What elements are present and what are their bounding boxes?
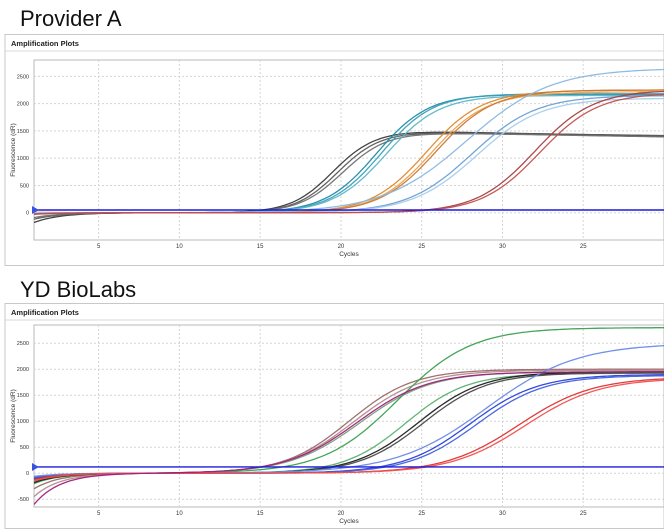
y-tick-label: 0 <box>26 471 29 477</box>
x-tick-label: 10 <box>176 244 183 250</box>
x-tick-label: 20 <box>338 511 345 517</box>
x-tick-label: 5 <box>97 244 101 250</box>
x-tick-label: 30 <box>499 511 506 517</box>
series-group <box>34 327 664 505</box>
x-tick-label: 20 <box>338 244 345 250</box>
y-tick-label: 500 <box>20 445 29 451</box>
plot-area <box>33 324 664 508</box>
x-tick-label: 25 <box>418 511 425 517</box>
y-axis-label: Fluorescence (dR) <box>10 389 17 442</box>
provider-b-label: YD BioLabs <box>20 277 137 302</box>
amplification-chart-provider-b: Amplification Plots 5 10 15 20 25 30 25 -500 0 500… <box>4 303 664 529</box>
amplification-curve-14 <box>34 93 664 215</box>
x-tick-label: 25 <box>418 244 425 250</box>
y-tick-label: 500 <box>20 183 29 189</box>
threshold-marker <box>32 206 39 214</box>
amplification-chart-provider-a: Amplification Plots 5 10 15 20 25 30 25 0 500 1000… <box>4 34 664 266</box>
y-tick-label: 2500 <box>17 74 29 80</box>
y-tick-label: 1500 <box>17 129 29 135</box>
y-tick-label: -500 <box>18 497 29 503</box>
provider-a-label: Provider A <box>20 6 122 31</box>
x-tick-label: 30 <box>499 244 506 250</box>
x-axis-label: Cycles <box>339 251 359 258</box>
x-tick-label: 10 <box>176 511 183 517</box>
x-tick-label: 25 <box>580 244 587 250</box>
y-tick-label: 1000 <box>17 419 29 425</box>
x-tick-label: 5 <box>97 511 101 517</box>
chart-title: Amplification Plots <box>11 308 79 317</box>
amplification-curve-13 <box>34 371 664 505</box>
x-tick-label: 15 <box>257 244 264 250</box>
y-tick-label: 0 <box>26 211 29 217</box>
x-tick-label: 15 <box>257 511 264 517</box>
y-axis-label: Fluorescence (dR) <box>10 123 17 176</box>
y-tick-label: 2500 <box>17 341 29 347</box>
y-tick-label: 1000 <box>17 156 29 162</box>
y-tick-label: 2000 <box>17 367 29 373</box>
threshold-marker <box>32 462 39 471</box>
x-axis-label: Cycles <box>339 518 359 525</box>
y-tick-label: 2000 <box>17 102 29 108</box>
series-group <box>34 68 664 224</box>
chart-title: Amplification Plots <box>11 39 79 48</box>
x-tick-label: 25 <box>580 511 587 517</box>
y-tick-label: 1500 <box>17 393 29 399</box>
